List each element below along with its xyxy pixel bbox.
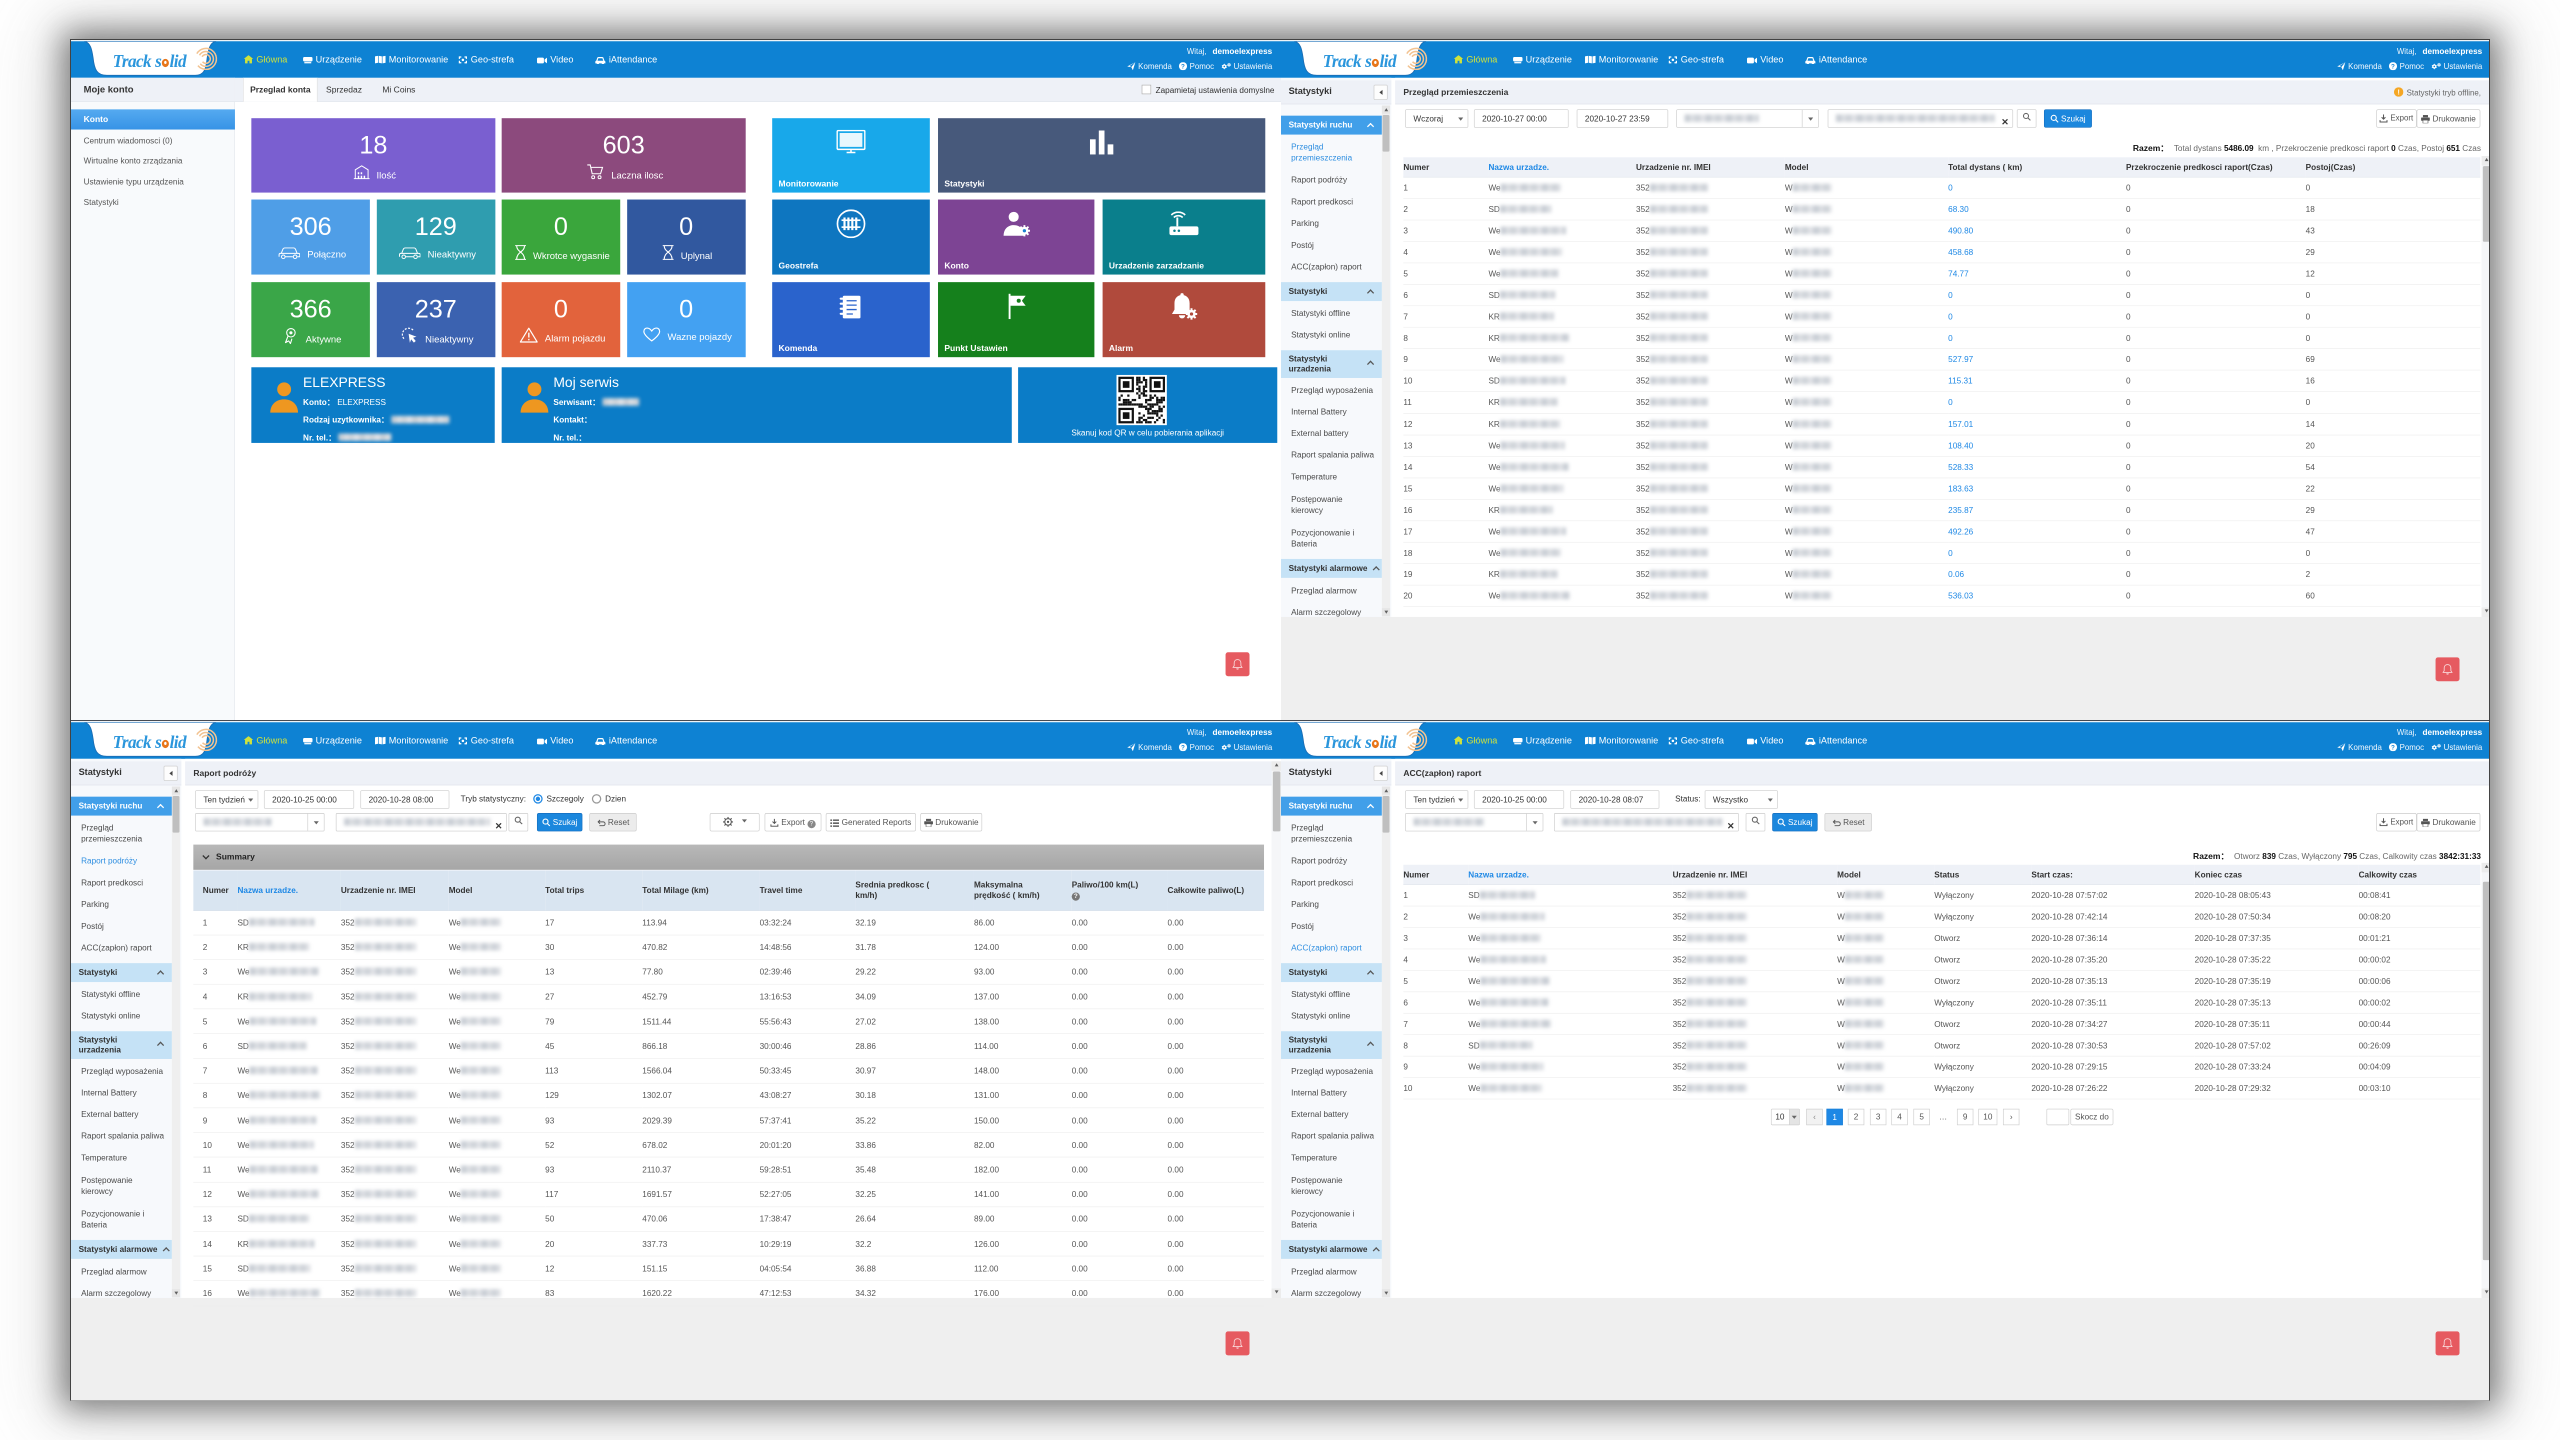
- svg-text:?: ?: [1181, 744, 1185, 751]
- svg-text:?: ?: [1181, 63, 1185, 70]
- svg-text:!: !: [2398, 89, 2400, 96]
- svg-text:?: ?: [2391, 744, 2395, 751]
- svg-text:?: ?: [2391, 63, 2395, 70]
